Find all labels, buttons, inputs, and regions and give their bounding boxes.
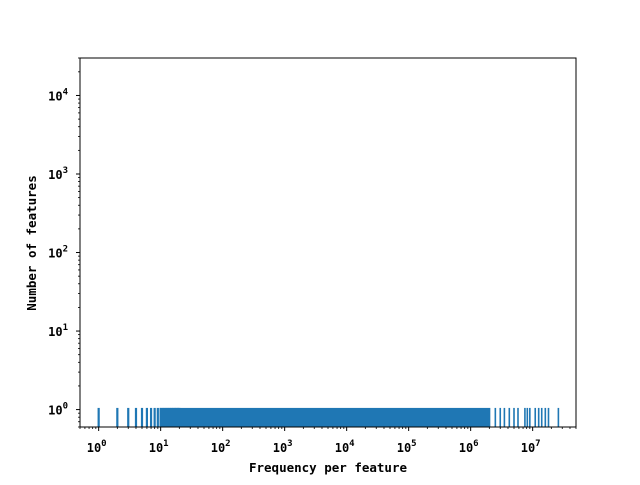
y-tick-label: 101 bbox=[48, 323, 68, 339]
y-axis-ticks: 100 101 102 103 104 bbox=[48, 57, 80, 428]
x-tick-label: 104 bbox=[335, 439, 355, 455]
bar bbox=[529, 407, 531, 427]
bar bbox=[153, 407, 156, 427]
bar bbox=[127, 407, 130, 427]
bar bbox=[140, 407, 144, 427]
bar bbox=[156, 407, 159, 427]
bar bbox=[145, 407, 149, 427]
bar bbox=[544, 407, 547, 427]
bar bbox=[97, 407, 100, 427]
bar bbox=[540, 407, 543, 427]
bar bbox=[557, 407, 560, 427]
y-axis-label: Number of features bbox=[24, 175, 39, 310]
x-tick-label: 102 bbox=[211, 439, 231, 455]
bar bbox=[134, 407, 138, 427]
y-tick-label: 100 bbox=[48, 402, 68, 418]
bar bbox=[537, 407, 540, 427]
bar bbox=[494, 407, 497, 427]
x-tick-label: 103 bbox=[273, 439, 293, 455]
y-tick-label: 103 bbox=[48, 166, 68, 182]
bar-dense-band bbox=[159, 407, 491, 427]
x-tick-label: 107 bbox=[521, 439, 541, 455]
bar bbox=[526, 407, 529, 427]
x-tick-label: 101 bbox=[149, 439, 169, 455]
x-axis-label: Frequency per feature bbox=[249, 460, 408, 475]
bar bbox=[534, 407, 537, 427]
bar bbox=[499, 407, 502, 427]
bar bbox=[524, 407, 526, 427]
bar bbox=[513, 407, 515, 427]
bar bbox=[503, 407, 506, 427]
x-tick-label: 100 bbox=[87, 439, 107, 455]
bar bbox=[116, 407, 119, 427]
bars-layer bbox=[97, 407, 560, 427]
y-tick-label: 102 bbox=[48, 245, 68, 261]
bar bbox=[517, 407, 519, 427]
x-tick-label: 106 bbox=[459, 439, 479, 455]
x-tick-label: 105 bbox=[397, 439, 417, 455]
x-axis-ticks: 100 101 102 103 104 105 106 107 bbox=[79, 427, 577, 455]
bar bbox=[547, 407, 550, 427]
bar bbox=[149, 407, 153, 427]
y-tick-label: 104 bbox=[48, 87, 68, 103]
bar bbox=[508, 407, 511, 427]
